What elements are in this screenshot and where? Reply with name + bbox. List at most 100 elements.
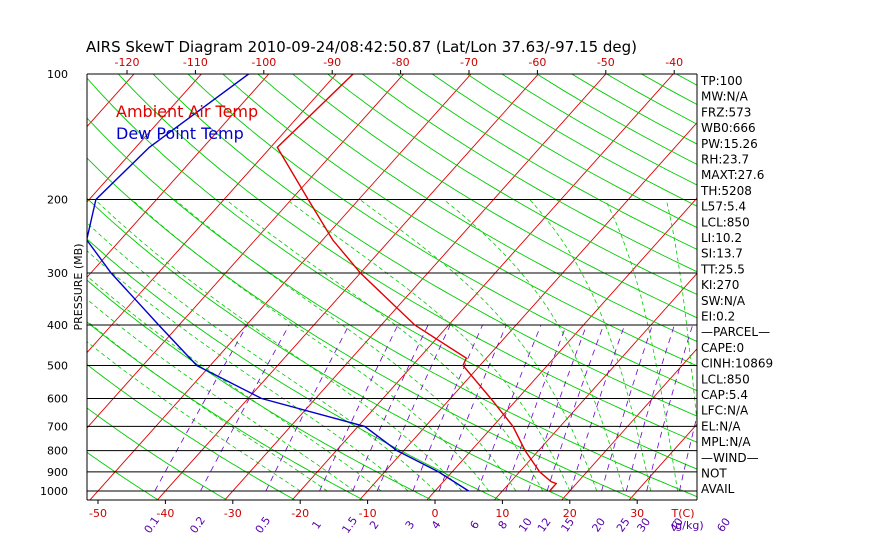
mixing-ratio-line xyxy=(601,324,653,492)
dry-adiabat-line xyxy=(87,407,227,500)
mixing-ratio-line xyxy=(546,324,604,492)
pressure-tick-label: 200 xyxy=(47,194,68,207)
pressure-tick-label: 400 xyxy=(47,319,68,332)
dry-adiabat-line xyxy=(746,74,870,500)
isotherm-line xyxy=(561,348,697,500)
stat-label: SW:N/A xyxy=(701,294,746,308)
dry-adiabat-line xyxy=(292,74,697,319)
dry-adiabat-line xyxy=(257,74,697,342)
mixing-ratio-tick-label: 0.5 xyxy=(253,514,274,536)
top-temp-tick-label: -120 xyxy=(115,56,140,69)
isotherm-line xyxy=(224,74,607,500)
moist-adiabat-line xyxy=(87,320,328,492)
isotherm-line xyxy=(831,65,870,500)
mixing-ratio-tick-label: 0.2 xyxy=(187,514,208,536)
stat-label: LFC:N/A xyxy=(701,404,749,418)
mixing-ratio-tick-label: 12 xyxy=(535,516,554,535)
pressure-tick-label: 600 xyxy=(47,392,68,405)
stat-label: LCL:850 xyxy=(701,215,750,229)
pressure-tick-label: 800 xyxy=(47,445,68,458)
mixing-ratio-tick-label: 1 xyxy=(309,518,324,531)
mixing-ratio-line xyxy=(200,324,290,492)
stat-label: —PARCEL— xyxy=(701,325,770,339)
isotherm-line xyxy=(87,74,337,354)
moist-adiabat-line xyxy=(87,222,436,492)
bottom-temp-tick-label: 0 xyxy=(432,507,439,520)
mixing-ratio-tick-label: 60 xyxy=(714,516,733,535)
dry-adiabat-line xyxy=(187,74,697,392)
mixing-ratio-unit: (g/kg) xyxy=(671,519,704,532)
stat-label: —WIND— xyxy=(701,451,759,465)
dry-adiabat-line xyxy=(816,74,870,500)
isotherm-line xyxy=(87,74,405,429)
mixing-ratio-line xyxy=(625,324,675,492)
stat-label: KI:270 xyxy=(701,278,739,292)
bottom-temp-tick-label: -40 xyxy=(156,507,174,520)
mixing-ratio-line xyxy=(570,324,625,492)
dry-adiabat-line xyxy=(851,74,870,500)
moist-adiabat-line xyxy=(131,199,490,492)
moist-adiabat-line xyxy=(87,275,382,492)
moist-adiabat-line xyxy=(604,199,678,492)
bottom-temp-tick-label: 10 xyxy=(495,507,509,520)
pressure-tick-label: 300 xyxy=(47,267,68,280)
mixing-ratio-tick-label: 1.5 xyxy=(339,514,360,536)
series-line-ambient-air-temp xyxy=(276,74,558,492)
top-temp-tick-label: -90 xyxy=(323,56,341,69)
dry-adiabat-line xyxy=(397,74,697,250)
stat-label: LCL:850 xyxy=(701,372,750,386)
bottom-temp-tick-label: 20 xyxy=(563,507,577,520)
stat-label: TH:5208 xyxy=(700,184,752,198)
legend-entry-ambient-air-temp: Ambient Air Temp xyxy=(116,102,258,121)
dry-adiabat-line xyxy=(87,77,697,470)
stat-label: TT:25.5 xyxy=(700,262,745,276)
stat-label: MW:N/A xyxy=(701,90,749,104)
chart-title: AIRS SkewT Diagram 2010-09-24/08:42:50.8… xyxy=(86,38,637,56)
top-temp-tick-label: -80 xyxy=(392,56,410,69)
isotherm-line xyxy=(0,65,75,500)
bottom-temp-tick-label: -30 xyxy=(224,507,242,520)
dry-adiabat-line xyxy=(87,157,637,500)
mixing-ratio-line xyxy=(154,324,248,492)
dry-adiabat-line xyxy=(466,74,697,207)
moist-adiabat-line xyxy=(286,199,571,492)
top-temp-tick-label: -110 xyxy=(183,56,208,69)
stat-label: CINH:10869 xyxy=(701,357,773,371)
dry-adiabat-line xyxy=(87,451,159,500)
dry-adiabat-line xyxy=(362,74,697,273)
stat-label: RH:23.7 xyxy=(701,153,749,167)
dry-adiabat-line xyxy=(327,74,697,295)
legend-entry-dew-point-temp: Dew Point Temp xyxy=(116,124,244,143)
stat-label: AVAIL xyxy=(701,482,735,496)
bottom-temp-tick-label: -10 xyxy=(359,507,377,520)
mixing-ratio-tick-label: 2 xyxy=(367,518,382,531)
mixing-ratio-tick-label: 6 xyxy=(467,518,482,531)
pressure-tick-label: 100 xyxy=(47,68,68,81)
legend: Ambient Air Temp Dew Point Temp xyxy=(116,102,258,143)
top-temp-tick-label: -60 xyxy=(528,56,546,69)
bottom-axis-unit: T(C) xyxy=(671,507,695,520)
stat-label: WB0:666 xyxy=(701,121,756,135)
bottom-temp-tick-label: -20 xyxy=(291,507,309,520)
mixing-ratio-tick-label: 4 xyxy=(429,518,444,531)
stat-label: LI:10.2 xyxy=(701,231,742,245)
isotherm-line xyxy=(764,65,870,500)
dry-adiabat-line xyxy=(781,74,870,500)
mixing-ratio-tick-label: 3 xyxy=(403,518,418,531)
dry-adiabat-line xyxy=(87,238,500,500)
moist-adiabat-line xyxy=(443,199,625,492)
stat-label: CAP:5.4 xyxy=(701,388,748,402)
moist-adiabat-line xyxy=(87,341,301,492)
stat-label: NOT xyxy=(701,467,727,481)
isotherm-line xyxy=(87,74,270,278)
dry-adiabat-line xyxy=(117,74,697,443)
stat-label: MAXT:27.6 xyxy=(701,168,764,182)
stat-label: SI:13.7 xyxy=(701,247,743,261)
bottom-temp-tick-label: 30 xyxy=(630,507,644,520)
isotherm-line xyxy=(426,197,697,500)
mixing-ratio-line xyxy=(376,324,451,492)
pressure-tick-label: 500 xyxy=(47,359,68,372)
dry-adiabat-line xyxy=(222,74,697,367)
stat-label: FRZ:573 xyxy=(701,105,751,119)
